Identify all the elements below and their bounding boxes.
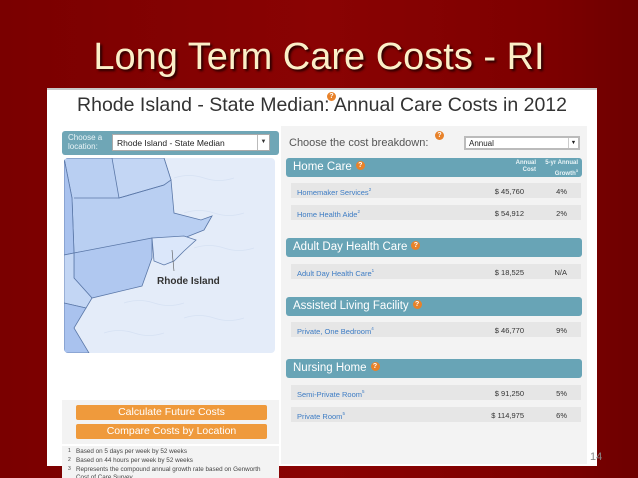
growth-rate: 9% xyxy=(556,326,567,335)
help-icon[interactable]: ? xyxy=(355,161,365,170)
annual-cost: $ 91,250 xyxy=(494,389,524,398)
service-link-private-one-bedroom[interactable]: Private, One Bedroom4 xyxy=(297,326,374,336)
footnote: 3 Represents the compound annual growth r… xyxy=(68,465,261,478)
state-map[interactable]: Rhode Island xyxy=(64,158,275,353)
left-column: Choose a location: Rhode Island - State … xyxy=(62,131,279,478)
calculate-future-costs-button[interactable]: Calculate Future Costs xyxy=(76,405,267,420)
growth-rate: N/A xyxy=(554,268,567,277)
map-label-rhode-island: Rhode Island xyxy=(157,276,220,287)
growth-rate: 5% xyxy=(556,389,567,398)
table-row: Home Health Aide2 $ 54,912 2% xyxy=(291,205,581,220)
category-name: Assisted Living Facility xyxy=(293,300,409,312)
location-bar: Choose a location: Rhode Island - State … xyxy=(62,131,279,155)
category-name: Home Care xyxy=(293,161,352,173)
help-icon[interactable]: ? xyxy=(370,362,380,371)
chevron-down-icon[interactable]: ▼ xyxy=(568,138,578,148)
compare-costs-button[interactable]: Compare Costs by Location xyxy=(76,424,267,439)
growth-rate: 2% xyxy=(556,209,567,218)
breakdown-label: Choose the cost breakdown: xyxy=(289,137,429,149)
panel-title: Rhode Island - State Median: Annual Care… xyxy=(47,94,597,117)
table-row: Private Room5 $ 114,975 6% xyxy=(291,407,581,422)
growth-rate: 6% xyxy=(556,411,567,420)
category-header-adult-day: Adult Day Health Care? xyxy=(286,238,582,257)
breakdown-selected-value: Annual xyxy=(469,139,494,148)
care-cost-panel: Rhode Island - State Median: Annual Care… xyxy=(47,88,597,478)
service-link-home-health-aide[interactable]: Home Health Aide2 xyxy=(297,209,360,219)
annual-cost: $ 46,770 xyxy=(494,326,524,335)
category-header-nursing-home: Nursing Home? xyxy=(286,359,582,378)
category-header-assisted-living: Assisted Living Facility? xyxy=(286,297,582,316)
location-select[interactable]: Rhode Island - State Median ▼ xyxy=(112,134,270,151)
location-selected-value: Rhode Island - State Median xyxy=(117,138,225,148)
service-link-adult-day-health-care[interactable]: Adult Day Health Care1 xyxy=(297,268,375,278)
service-link-private-room[interactable]: Private Room5 xyxy=(297,411,345,421)
right-column: Choose the cost breakdown: ? Annual ▼ Ho… xyxy=(281,126,587,464)
chevron-down-icon[interactable]: ▼ xyxy=(257,135,269,150)
category-header-home-care: Home Care? Annual Cost 5-yr Annual Growth3 xyxy=(286,158,582,177)
table-row: Semi-Private Room5 $ 91,250 5% xyxy=(291,385,581,400)
service-link-semi-private-room[interactable]: Semi-Private Room5 xyxy=(297,389,365,399)
column-header-annual-cost: Annual Cost xyxy=(515,160,536,173)
table-row: Private, One Bedroom4 $ 46,770 9% xyxy=(291,322,581,337)
service-link-homemaker[interactable]: Homemaker Services2 xyxy=(297,187,372,197)
category-name: Nursing Home xyxy=(293,362,367,374)
table-row: Homemaker Services2 $ 45,760 4% xyxy=(291,183,581,198)
table-row: Adult Day Health Care1 $ 18,525 N/A xyxy=(291,264,581,279)
annual-cost: $ 54,912 xyxy=(494,209,524,218)
column-header-growth: 5-yr Annual Growth3 xyxy=(545,160,578,177)
action-buttons: Calculate Future Costs Compare Costs by … xyxy=(62,400,279,444)
map-shapes-icon xyxy=(64,158,255,353)
breakdown-select[interactable]: Annual ▼ xyxy=(464,136,580,150)
annual-cost: $ 114,975 xyxy=(491,411,524,420)
growth-rate: 4% xyxy=(556,187,567,196)
footnote: 2 Based on 44 hours per week by 52 weeks xyxy=(68,456,193,464)
location-label: Choose a location: xyxy=(68,133,103,151)
annual-cost: $ 45,760 xyxy=(494,187,524,196)
help-icon[interactable]: ? xyxy=(327,92,336,101)
slide-page-number: 14 xyxy=(590,451,603,463)
slide-title: Long Term Care Costs - RI xyxy=(93,36,545,78)
help-icon[interactable]: ? xyxy=(411,241,421,250)
category-name: Adult Day Health Care xyxy=(293,241,408,253)
annual-cost: $ 18,525 xyxy=(494,268,524,277)
footnote: 1 Based on 5 days per week by 52 weeks xyxy=(68,448,187,455)
help-icon[interactable]: ? xyxy=(435,131,444,140)
panel-title-text: Rhode Island - State Median: Annual Care… xyxy=(77,94,567,116)
help-icon[interactable]: ? xyxy=(412,300,422,309)
